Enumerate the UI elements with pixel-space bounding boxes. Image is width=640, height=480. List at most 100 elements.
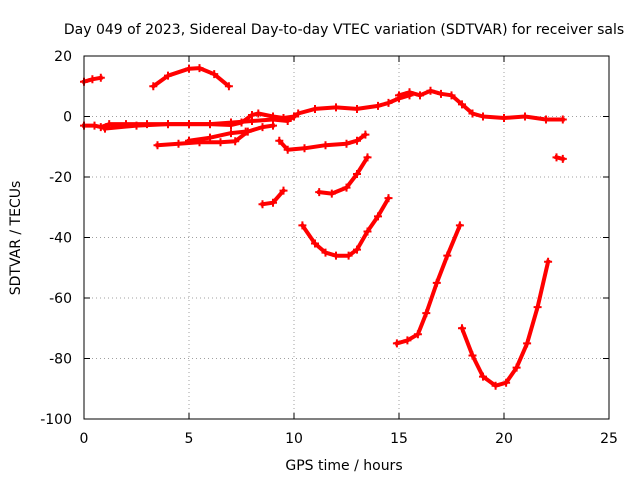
- data-point: [521, 112, 529, 121]
- data-point: [174, 139, 183, 148]
- data-point: [479, 372, 487, 381]
- data-point: [227, 120, 235, 129]
- data-point: [468, 109, 477, 118]
- data-point: [353, 136, 361, 145]
- data-point: [269, 121, 277, 130]
- data-point: [384, 98, 393, 107]
- data-point: [353, 169, 361, 178]
- data-point: [332, 251, 340, 260]
- data-point: [374, 101, 382, 110]
- data-point: [185, 64, 193, 73]
- data-point: [227, 129, 235, 138]
- data-point: [96, 73, 105, 82]
- x-tick-label: 25: [600, 431, 618, 447]
- data-point: [392, 339, 401, 348]
- data-point: [224, 82, 233, 91]
- data-point: [353, 245, 361, 254]
- data-point: [195, 64, 204, 73]
- data-point: [275, 136, 284, 145]
- data-point: [342, 139, 351, 148]
- x-tick-label: 5: [185, 431, 194, 447]
- data-point: [269, 112, 277, 121]
- data-point: [164, 71, 172, 80]
- data-point: [363, 227, 372, 236]
- data-point: [455, 221, 464, 230]
- data-point: [185, 136, 193, 145]
- data-point: [479, 112, 487, 121]
- data-point: [558, 154, 567, 163]
- data-point: [321, 141, 330, 150]
- data-point: [311, 104, 319, 113]
- series-arc-12: [394, 222, 463, 346]
- data-point: [468, 351, 477, 360]
- data-point: [502, 378, 511, 387]
- data-point: [361, 130, 370, 139]
- data-traces: [80, 64, 567, 390]
- data-point: [258, 123, 267, 132]
- chart-title: Day 049 of 2023, Sidereal Day-to-day VTE…: [64, 22, 624, 38]
- series-arc-6: [186, 129, 248, 143]
- data-point: [298, 221, 307, 230]
- data-point: [206, 120, 214, 129]
- data-point: [101, 124, 109, 133]
- data-point: [374, 212, 382, 221]
- y-tick-label: 20: [54, 49, 72, 65]
- data-point: [90, 121, 99, 130]
- data-point: [279, 186, 288, 195]
- data-point: [491, 381, 500, 390]
- data-point: [206, 133, 214, 142]
- data-point: [437, 89, 445, 98]
- data-point: [132, 121, 141, 130]
- data-point: [327, 189, 336, 198]
- data-point: [258, 200, 267, 209]
- data-point: [321, 248, 330, 257]
- x-tick-label: 0: [80, 431, 89, 447]
- data-point: [279, 114, 288, 123]
- data-point: [500, 114, 508, 123]
- data-point: [458, 324, 466, 333]
- data-point: [395, 91, 403, 100]
- data-point: [422, 309, 431, 318]
- data-point: [447, 91, 456, 100]
- data-point: [332, 103, 340, 112]
- data-point: [269, 198, 277, 207]
- data-point: [426, 86, 435, 95]
- data-point: [458, 100, 466, 109]
- data-point: [544, 257, 553, 266]
- x-tick-label: 20: [495, 431, 513, 447]
- data-point: [416, 91, 424, 100]
- data-point: [413, 330, 422, 339]
- data-point: [311, 239, 319, 248]
- y-tick-label: 0: [63, 110, 72, 126]
- x-tick-label: 15: [390, 431, 408, 447]
- data-point: [558, 115, 567, 124]
- y-tick-label: -60: [49, 291, 72, 307]
- data-point: [384, 194, 393, 203]
- y-tick-label: -40: [49, 231, 72, 247]
- data-point: [248, 110, 256, 119]
- data-point: [231, 137, 240, 146]
- series-arc-13: [459, 259, 551, 388]
- series-arc-7: [276, 131, 369, 152]
- data-point: [88, 75, 97, 84]
- data-point: [443, 251, 452, 260]
- series-arc-2: [150, 66, 232, 90]
- data-point: [185, 120, 193, 129]
- data-point: [153, 141, 162, 150]
- data-point: [533, 303, 542, 312]
- data-point: [315, 188, 324, 197]
- axis-ticks: 0 5 10 15 20 25 20 0 -20 -40 -60 -80 -100: [40, 49, 618, 447]
- data-point: [300, 144, 309, 153]
- y-axis-label: SDTVAR / TECUs: [8, 181, 24, 296]
- data-point: [512, 363, 521, 372]
- x-tick-label: 10: [285, 431, 303, 447]
- data-point: [283, 145, 292, 154]
- data-point: [254, 109, 263, 118]
- data-point: [237, 118, 246, 127]
- data-point: [216, 138, 225, 147]
- data-point: [149, 82, 158, 91]
- data-point: [403, 336, 412, 345]
- data-point: [164, 120, 172, 129]
- data-point: [241, 127, 250, 136]
